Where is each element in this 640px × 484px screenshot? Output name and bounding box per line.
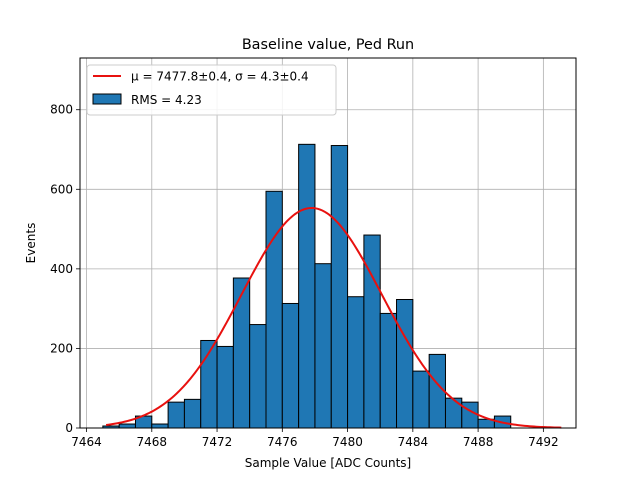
x-tick-label: 7468 <box>137 435 168 449</box>
histogram-bar <box>265 190 283 429</box>
x-tick-label: 7476 <box>267 435 298 449</box>
x-tick-label: 7488 <box>463 435 494 449</box>
histogram-bar <box>216 345 234 429</box>
legend-box <box>86 64 337 116</box>
histogram-bar <box>396 298 414 429</box>
histogram-bar <box>151 423 169 429</box>
histogram-bar <box>167 401 185 429</box>
legend-histogram-swatch <box>92 93 122 105</box>
x-tick-label: 7492 <box>528 435 559 449</box>
histogram-bar <box>314 263 332 429</box>
gaussian-fit-curve <box>105 206 562 429</box>
histogram-bar <box>281 302 300 429</box>
y-axis-ticks: 0 200 400 600 800 <box>50 103 80 435</box>
x-axis-label: Sample Value [ADC Counts] <box>245 456 411 470</box>
histogram-bar <box>461 401 479 429</box>
y-tick-label: 400 <box>50 262 73 276</box>
histogram-bar <box>232 277 251 429</box>
histogram-bar <box>330 145 349 429</box>
histogram-bar <box>444 397 463 429</box>
histogram-bar <box>379 312 398 429</box>
x-axis-ticks: 7464 7468 7472 7476 7480 7484 7488 7492 <box>71 428 559 449</box>
y-axis-label: Events <box>24 223 38 264</box>
legend: μ = 7477.8±0.4, σ = 4.3±0.4 RMS = 4.23 <box>86 64 337 116</box>
x-tick-label: 7472 <box>202 435 233 449</box>
histogram-bars <box>102 143 512 429</box>
y-tick-label: 800 <box>50 103 73 117</box>
legend-fit-label: μ = 7477.8±0.4, σ = 4.3±0.4 <box>131 70 309 84</box>
histogram-bar <box>183 398 202 429</box>
histogram-bar <box>347 296 365 429</box>
histogram-bar <box>249 324 267 429</box>
x-tick-label: 7464 <box>71 435 102 449</box>
x-tick-label: 7484 <box>398 435 429 449</box>
histogram-bar <box>412 370 430 429</box>
x-tick-label: 7480 <box>332 435 363 449</box>
y-tick-label: 200 <box>50 341 73 355</box>
y-tick-label: 0 <box>65 421 73 435</box>
histogram-bar <box>118 423 136 429</box>
chart-title: Baseline value, Ped Run <box>242 37 414 53</box>
plot-frame <box>79 57 577 429</box>
histogram-bar <box>298 143 316 429</box>
legend-histogram-label: RMS = 4.23 <box>131 93 202 107</box>
y-tick-label: 600 <box>50 182 73 196</box>
